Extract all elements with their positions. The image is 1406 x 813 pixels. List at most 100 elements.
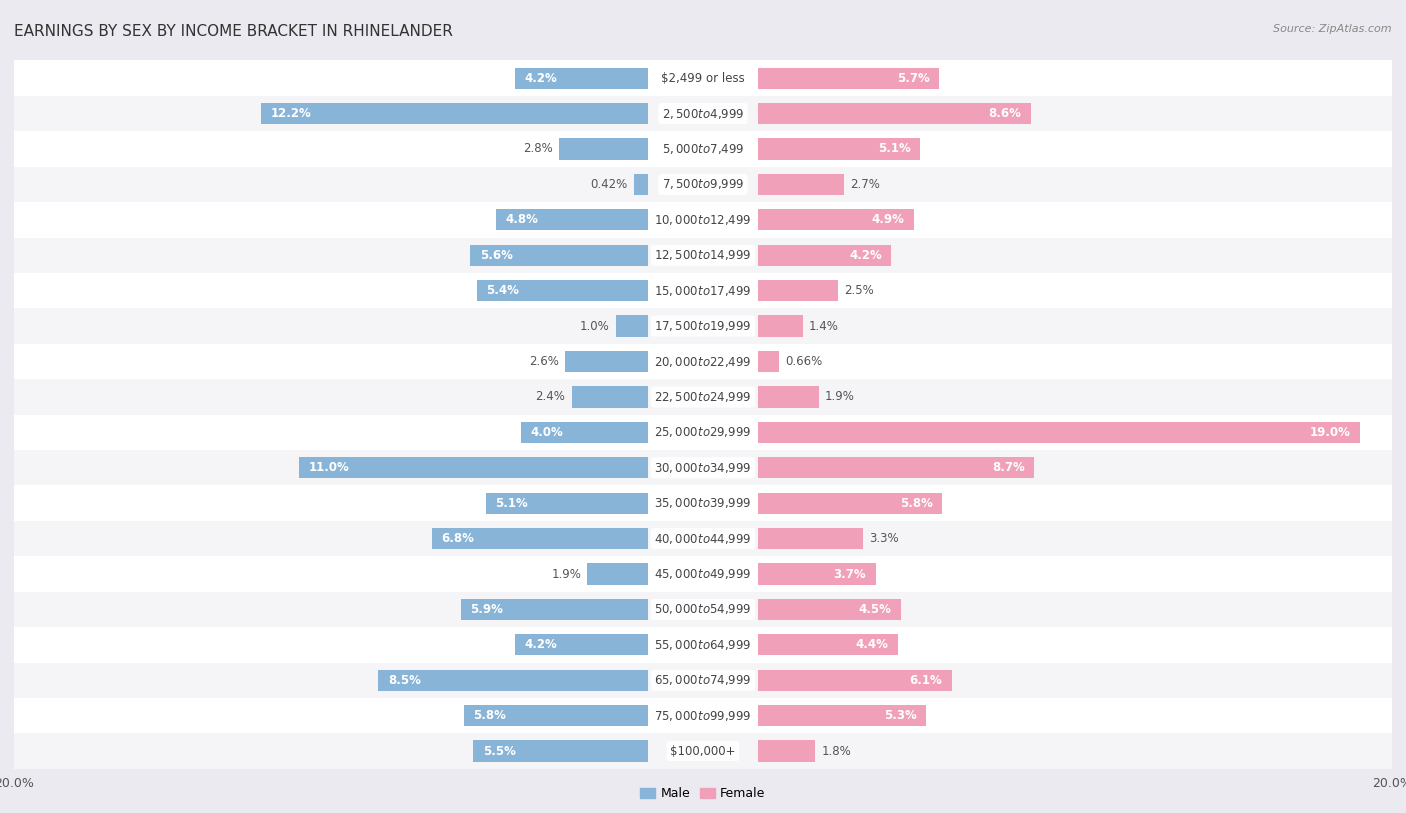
Bar xyxy=(378,670,648,691)
Text: 5.9%: 5.9% xyxy=(470,603,503,616)
Bar xyxy=(758,599,901,620)
Bar xyxy=(565,351,648,372)
Text: 5.3%: 5.3% xyxy=(884,709,917,722)
Text: 6.1%: 6.1% xyxy=(910,674,942,687)
Bar xyxy=(758,174,844,195)
Text: 8.6%: 8.6% xyxy=(988,107,1021,120)
Text: 4.8%: 4.8% xyxy=(505,213,538,226)
Bar xyxy=(758,351,779,372)
Text: 2.6%: 2.6% xyxy=(529,355,558,368)
Bar xyxy=(14,698,1392,733)
Text: $35,000 to $39,999: $35,000 to $39,999 xyxy=(654,496,752,511)
Text: $7,500 to $9,999: $7,500 to $9,999 xyxy=(662,177,744,191)
Bar xyxy=(758,528,863,550)
Bar xyxy=(572,386,648,407)
Bar xyxy=(14,556,1392,592)
Text: 5.8%: 5.8% xyxy=(900,497,932,510)
Bar xyxy=(14,131,1392,167)
Bar xyxy=(758,563,876,585)
Text: 4.2%: 4.2% xyxy=(524,638,557,651)
Text: 2.8%: 2.8% xyxy=(523,142,553,155)
Text: 6.8%: 6.8% xyxy=(441,532,475,545)
Bar xyxy=(486,493,648,514)
Bar xyxy=(14,450,1392,485)
Bar xyxy=(758,103,1031,124)
Bar xyxy=(461,599,648,620)
Bar xyxy=(758,209,914,230)
Bar xyxy=(515,67,648,89)
Text: 5.8%: 5.8% xyxy=(474,709,506,722)
Text: 5.6%: 5.6% xyxy=(479,249,513,262)
Text: 5.5%: 5.5% xyxy=(482,745,516,758)
Bar xyxy=(758,386,818,407)
Text: $55,000 to $64,999: $55,000 to $64,999 xyxy=(654,638,752,652)
Bar xyxy=(477,280,648,302)
Bar xyxy=(474,741,648,762)
Text: $40,000 to $44,999: $40,000 to $44,999 xyxy=(654,532,752,546)
Bar xyxy=(14,733,1392,769)
Text: 5.4%: 5.4% xyxy=(486,285,519,298)
Bar xyxy=(758,670,952,691)
Bar xyxy=(758,422,1360,443)
Text: 8.7%: 8.7% xyxy=(991,461,1025,474)
Text: 2.5%: 2.5% xyxy=(844,285,873,298)
Text: $12,500 to $14,999: $12,500 to $14,999 xyxy=(654,248,752,263)
Bar xyxy=(758,705,927,726)
Text: $45,000 to $49,999: $45,000 to $49,999 xyxy=(654,567,752,581)
Text: 2.4%: 2.4% xyxy=(536,390,565,403)
Text: $50,000 to $54,999: $50,000 to $54,999 xyxy=(654,602,752,616)
Bar xyxy=(14,60,1392,96)
Text: 0.66%: 0.66% xyxy=(786,355,823,368)
Bar xyxy=(262,103,648,124)
Text: 4.9%: 4.9% xyxy=(872,213,904,226)
Text: $75,000 to $99,999: $75,000 to $99,999 xyxy=(654,709,752,723)
Text: Source: ZipAtlas.com: Source: ZipAtlas.com xyxy=(1274,24,1392,34)
Text: $2,500 to $4,999: $2,500 to $4,999 xyxy=(662,107,744,120)
Text: 4.5%: 4.5% xyxy=(859,603,891,616)
Text: 8.5%: 8.5% xyxy=(388,674,420,687)
Text: 0.42%: 0.42% xyxy=(591,178,628,191)
Bar xyxy=(14,344,1392,379)
Text: 4.4%: 4.4% xyxy=(855,638,889,651)
Text: 4.2%: 4.2% xyxy=(849,249,882,262)
Bar xyxy=(495,209,648,230)
Bar xyxy=(758,741,815,762)
Bar xyxy=(14,485,1392,521)
Text: $30,000 to $34,999: $30,000 to $34,999 xyxy=(654,461,752,475)
Bar xyxy=(14,167,1392,202)
Bar xyxy=(758,245,891,266)
Text: $10,000 to $12,499: $10,000 to $12,499 xyxy=(654,213,752,227)
Bar xyxy=(464,705,648,726)
Bar xyxy=(588,563,648,585)
Text: $25,000 to $29,999: $25,000 to $29,999 xyxy=(654,425,752,439)
Bar xyxy=(520,422,648,443)
Text: $17,500 to $19,999: $17,500 to $19,999 xyxy=(654,319,752,333)
Text: 3.7%: 3.7% xyxy=(834,567,866,580)
Bar xyxy=(14,273,1392,308)
Text: 1.9%: 1.9% xyxy=(551,567,581,580)
Bar xyxy=(14,663,1392,698)
Bar xyxy=(515,634,648,655)
Bar xyxy=(558,138,648,159)
Text: $15,000 to $17,499: $15,000 to $17,499 xyxy=(654,284,752,298)
Bar xyxy=(14,308,1392,344)
Text: $20,000 to $22,499: $20,000 to $22,499 xyxy=(654,354,752,368)
Bar xyxy=(14,415,1392,450)
Text: 4.2%: 4.2% xyxy=(524,72,557,85)
Text: 5.1%: 5.1% xyxy=(877,142,911,155)
Text: 12.2%: 12.2% xyxy=(270,107,311,120)
Bar xyxy=(14,202,1392,237)
Bar xyxy=(14,627,1392,663)
Bar xyxy=(634,174,648,195)
Bar xyxy=(616,315,648,337)
Bar xyxy=(758,493,942,514)
Text: 5.1%: 5.1% xyxy=(495,497,529,510)
Text: EARNINGS BY SEX BY INCOME BRACKET IN RHINELANDER: EARNINGS BY SEX BY INCOME BRACKET IN RHI… xyxy=(14,24,453,39)
Bar xyxy=(758,138,920,159)
Text: $22,500 to $24,999: $22,500 to $24,999 xyxy=(654,390,752,404)
Legend: Male, Female: Male, Female xyxy=(636,782,770,806)
Text: 3.3%: 3.3% xyxy=(869,532,898,545)
Text: 5.7%: 5.7% xyxy=(897,72,929,85)
Bar xyxy=(14,592,1392,627)
Bar xyxy=(758,457,1033,478)
